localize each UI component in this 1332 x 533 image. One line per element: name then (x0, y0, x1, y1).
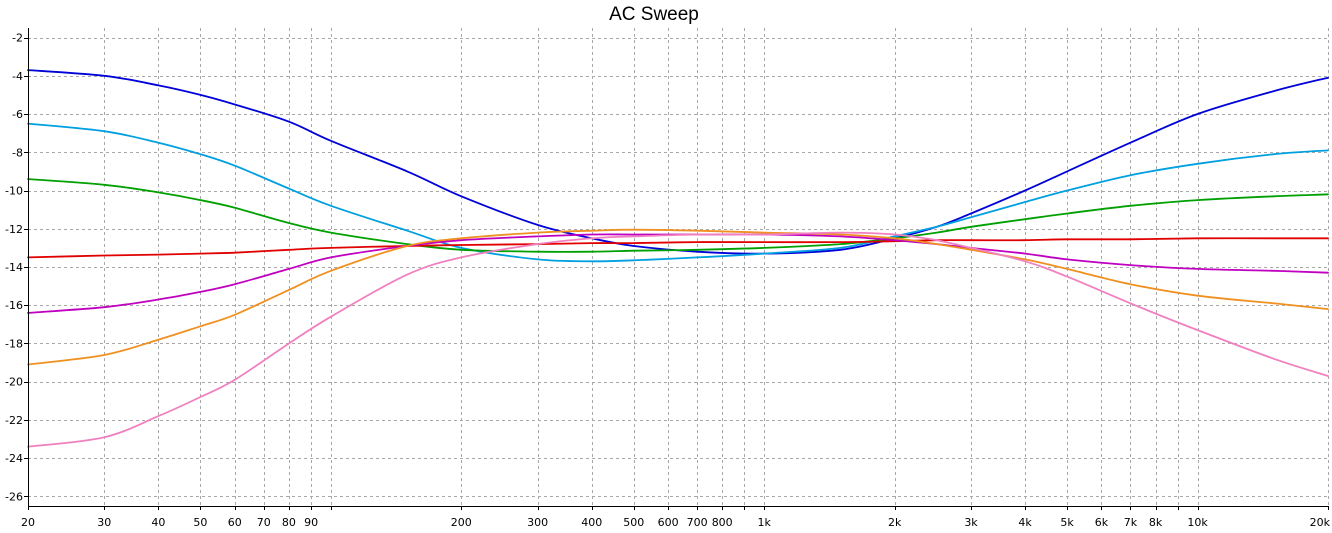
series-line-7 (27, 231, 1329, 448)
x-tick-label: 7k (1124, 516, 1138, 529)
y-tick-label: -14 (5, 261, 23, 274)
series-line-6 (27, 228, 1329, 366)
series-line-5 (27, 233, 1329, 314)
y-tick-label: -26 (5, 490, 23, 503)
x-tick-label: 20 (21, 516, 35, 529)
x-tick-label: 6k (1095, 516, 1109, 529)
series-line-4 (27, 237, 1329, 259)
x-tick-label: 200 (451, 516, 472, 529)
x-tick-label: 4k (1018, 516, 1032, 529)
x-tick-label: 70 (257, 516, 271, 529)
axes (24, 28, 1329, 510)
chart-title: AC Sweep (609, 4, 699, 25)
x-tick-label: 400 (581, 516, 602, 529)
grid (28, 28, 1329, 506)
x-tick-label: 300 (527, 516, 548, 529)
series-lines (27, 69, 1329, 448)
x-tick-label: 1k (758, 516, 772, 529)
x-tick-label: 80 (282, 516, 296, 529)
x-tick-label: 700 (687, 516, 708, 529)
x-tick-label: 500 (623, 516, 644, 529)
series-line-3 (27, 178, 1329, 253)
y-tick-label: -18 (5, 338, 23, 351)
y-tick-label: -4 (12, 70, 23, 83)
y-tick-label: -8 (12, 146, 23, 159)
x-tick-label: 60 (228, 516, 242, 529)
x-tick-label: 8k (1149, 516, 1163, 529)
x-axis-tick-labels: 20 30 40 50 60 70 80 90 200 300 400 500 600 700 800 1k 2… (21, 516, 1331, 529)
x-tick-label: 5k (1060, 516, 1074, 529)
x-tick-label: 50 (193, 516, 207, 529)
x-tick-label: 3k (964, 516, 978, 529)
x-tick-label: 10k (1187, 516, 1208, 529)
y-tick-label: -24 (5, 452, 23, 465)
y-tick-label: -2 (12, 32, 23, 45)
y-tick-label: -12 (5, 223, 23, 236)
x-tick-label: 90 (304, 516, 318, 529)
y-tick-label: -6 (12, 108, 23, 121)
x-tick-label: 40 (151, 516, 165, 529)
x-tick-label: 20k (1310, 516, 1331, 529)
series-line-1 (27, 69, 1329, 255)
x-tick-label: 2k (888, 516, 902, 529)
x-tick-label: 800 (712, 516, 733, 529)
y-tick-label: -16 (5, 299, 23, 312)
y-tick-label: -20 (5, 376, 23, 389)
series-line-2 (27, 122, 1329, 263)
y-tick-label: -22 (5, 414, 23, 427)
y-axis-tick-labels: -2 -4 -6 -8 -10 -12 -14 -16 -18 -20 -22 -24 -26 (5, 32, 23, 504)
x-tick-label: 600 (658, 516, 679, 529)
x-tick-label: 30 (97, 516, 111, 529)
y-tick-label: -10 (5, 185, 23, 198)
